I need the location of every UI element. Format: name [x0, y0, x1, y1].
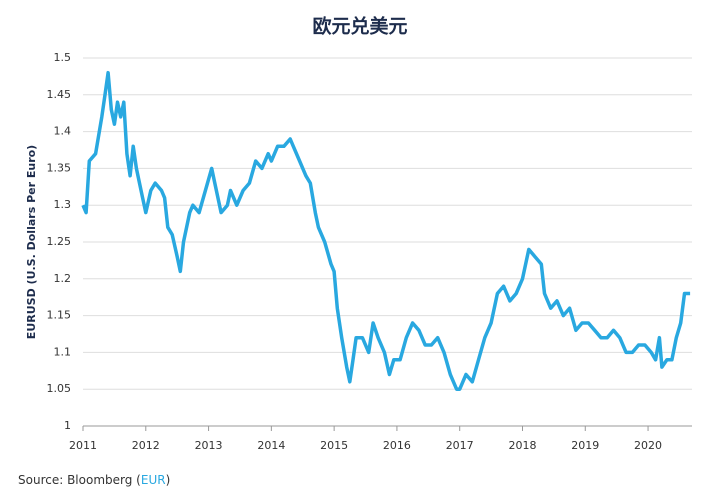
x-tick-label: 2013 [195, 439, 223, 452]
y-tick-label: 1.15 [47, 309, 72, 322]
y-tick-label: 1.5 [54, 51, 72, 64]
x-tick-label: 2017 [446, 439, 474, 452]
x-tick-label: 2019 [571, 439, 599, 452]
line-series [81, 70, 691, 391]
y-tick-label: 1.35 [47, 161, 72, 174]
x-tick-label: 2016 [383, 439, 411, 452]
source-prefix: Source: Bloomberg ( [18, 473, 141, 487]
source-link[interactable]: EUR [141, 473, 166, 487]
x-tick-label: 2018 [508, 439, 536, 452]
x-tick-label: 2020 [634, 439, 662, 452]
y-tick-label: 1.05 [47, 382, 72, 395]
y-axis-label: EURUSD (U.S. Dollars Per Euro) [25, 145, 38, 339]
x-tick-label: 2014 [257, 439, 285, 452]
source-suffix: ) [166, 473, 171, 487]
y-tick-label: 1.25 [47, 235, 72, 248]
y-tick-label: 1.3 [54, 198, 72, 211]
x-tick-label: 2011 [69, 439, 97, 452]
y-tick-label: 1 [64, 419, 71, 432]
x-tick-label: 2015 [320, 439, 348, 452]
source: Source: Bloomberg (EUR) [18, 473, 170, 487]
y-tick-label: 1.4 [54, 125, 72, 138]
y-tick-label: 1.1 [54, 345, 72, 358]
y-tick-label: 1.2 [54, 272, 72, 285]
chart-title: 欧元兑美元 [312, 15, 407, 38]
x-tick-label: 2012 [132, 439, 160, 452]
y-tick-label: 1.45 [47, 88, 72, 101]
